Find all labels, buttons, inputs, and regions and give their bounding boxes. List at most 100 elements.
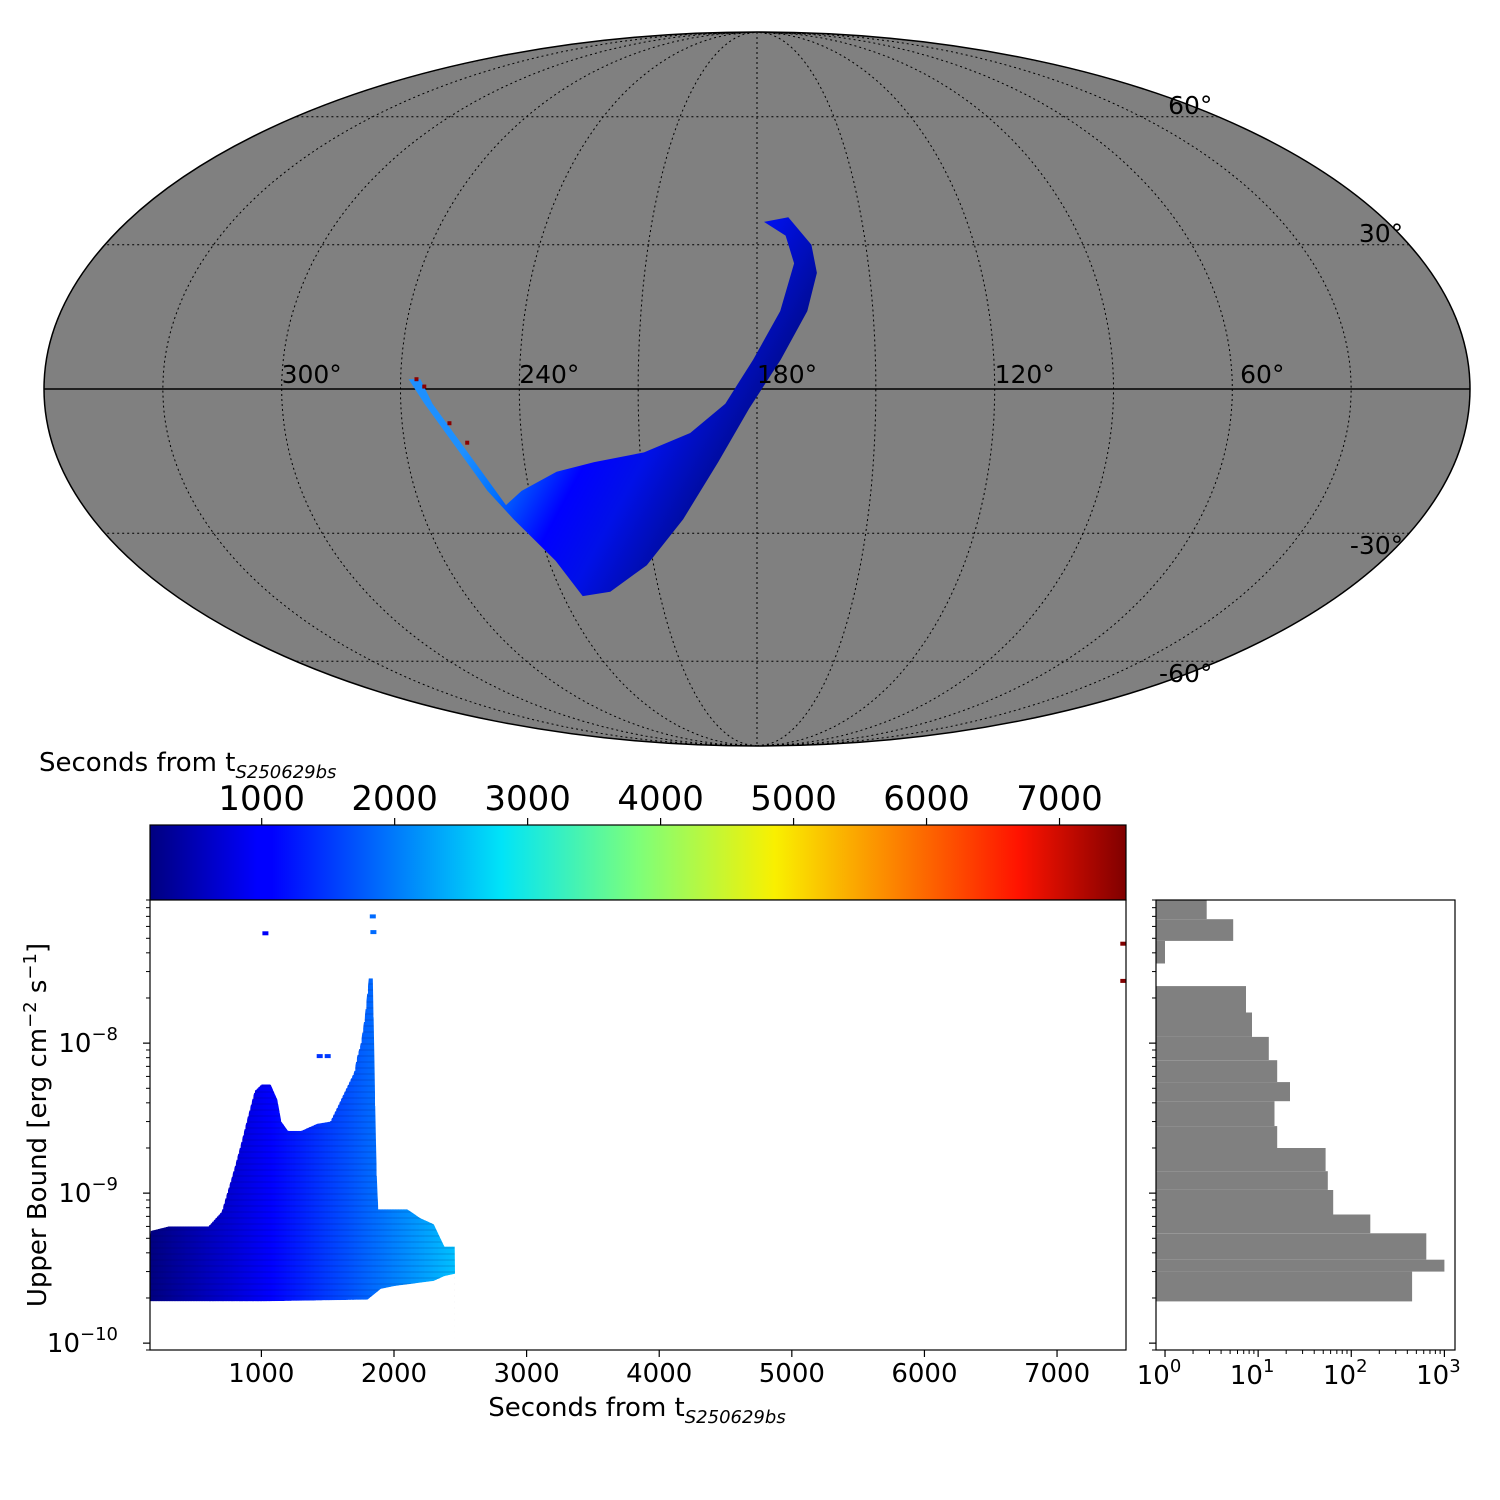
localization-outliers [414,377,470,445]
scatter-band-segment [186,1226,189,1302]
mask-below [150,1273,455,1350]
scatter-band-segment [183,1226,186,1302]
scatter-band-segment [239,1147,242,1302]
histogram-panel: 100 101 102 103 [1137,899,1461,1391]
scatter-band-segment [345,1088,348,1300]
colorbar-tick-label: 1000 [218,779,305,819]
scatter-y-tick-label: 10−10 [47,1324,118,1359]
scatter-point [370,930,377,935]
scatter-band-segment [307,1127,310,1301]
scatter-band-segment [412,1213,415,1284]
tick-base: 10 [1137,1361,1170,1391]
scatter-band-segment [423,1220,426,1283]
scatter-band-segment [294,1130,297,1301]
scatter-band-segment [398,1209,401,1286]
scatter-band-segment [266,1084,269,1302]
scatter-panel: 1000 2000 3000 4000 5000 6000 7000 10−810−910−… [20,899,1127,1428]
scatter-band-segment [433,1224,436,1281]
longitude-label: 180° [757,360,817,389]
histogram-bar [1156,1060,1278,1083]
scatter-band-segment [442,1244,445,1277]
scatter-x-tick-label: 7000 [1024,1359,1090,1389]
histogram-x-tick-label: 102 [1323,1356,1368,1391]
histogram-bar [1156,941,1165,964]
scatter-band-segment [339,1101,342,1301]
scatter-band-segment [369,978,372,1298]
scatter-band-segment [342,1094,345,1300]
histogram-bar [1156,1126,1278,1148]
scatter-band-segment [159,1228,162,1302]
scatter-band-segment [439,1238,442,1278]
scatter-band-segment [247,1116,250,1302]
scatter-band-segment [341,1098,344,1300]
scatter-band-segment [361,1032,364,1300]
scatter-band-segment [431,1223,434,1282]
scatter-band-segment [418,1217,422,1283]
scatter-band-segment [331,1117,334,1301]
tick-base: 10 [1323,1361,1356,1391]
scatter-band-segment [328,1121,331,1301]
scatter-band-segment [255,1089,258,1302]
scatter-band-segment [175,1226,178,1302]
scatter-x-label-text: Seconds from t [488,1393,684,1423]
y-label-exp-2: −1 [20,953,41,980]
tick-base: 10 [58,1179,91,1209]
scatter-band-segment [164,1227,167,1302]
scatter-band-segment [185,1226,188,1302]
scatter-point [316,1054,323,1059]
tick-exponent: 3 [1449,1356,1460,1377]
histogram-border [1155,899,1456,1351]
scatter-band-segment [172,1226,175,1302]
histogram-x-ticks: 100 101 102 103 [1137,1350,1461,1391]
scatter-band-segment [258,1086,261,1302]
outlier-point [447,421,452,426]
scatter-band-segment [178,1226,181,1302]
scatter-band-segment [293,1130,296,1301]
scatter-band-segment [288,1130,291,1301]
tick-exponent: 1 [1263,1356,1274,1377]
scatter-band-segment [270,1086,274,1302]
scatter-y-label: Upper Bound [erg cm−2 s−1] [20,943,53,1307]
scatter-band-segment [305,1128,309,1301]
scatter-band-segment [181,1226,184,1302]
scatter-band-segment [315,1124,318,1301]
scatter-band-segment [232,1171,235,1302]
scatter-band-segment [363,1022,366,1300]
scatter-x-tick-label: 4000 [626,1359,692,1389]
scatter-band-segment [422,1219,425,1283]
scatter-band-segment [205,1226,208,1302]
scatter-band-segment [406,1209,409,1285]
scatter-band-segment [229,1182,232,1302]
histogram-bar [1156,1036,1269,1061]
scatter-y-ticks: 10−810−910−10 [47,899,150,1359]
scatter-band-segment [283,1126,286,1301]
scatter-band-segment [197,1226,200,1302]
scatter-band-segment [333,1114,336,1301]
histogram-bar [1156,1271,1413,1302]
scatter-band-segment [272,1090,275,1302]
scatter-band-segment [286,1130,290,1301]
scatter-band-segment [446,1246,449,1276]
colorbar-gradient [149,824,1127,901]
scatter-band-segment [382,1209,385,1289]
scatter-band-segment [348,1081,352,1300]
latitude-label: -30° [1350,531,1403,560]
tick-exponent: −9 [91,1174,118,1195]
localization-band [408,217,817,597]
scatter-band-segment [430,1223,433,1282]
histogram-bar [1156,1190,1334,1215]
histogram-bar [1156,1012,1252,1037]
scatter-band-segment [309,1127,312,1301]
scatter-band-segment [215,1218,218,1302]
scatter-band-segment [204,1226,207,1302]
scatter-band-segment [220,1212,223,1302]
tick-base: 10 [47,1329,80,1359]
scatter-band-segment [302,1129,305,1301]
histogram-bar [1156,1259,1445,1272]
scatter-band-segment [275,1097,278,1302]
scatter-band-segment [444,1246,447,1276]
scatter-band-segment [329,1121,332,1301]
scatter-x-tick-label: 5000 [759,1359,825,1389]
scatter-band-segment [221,1209,224,1302]
scatter-band-segment [326,1122,329,1301]
